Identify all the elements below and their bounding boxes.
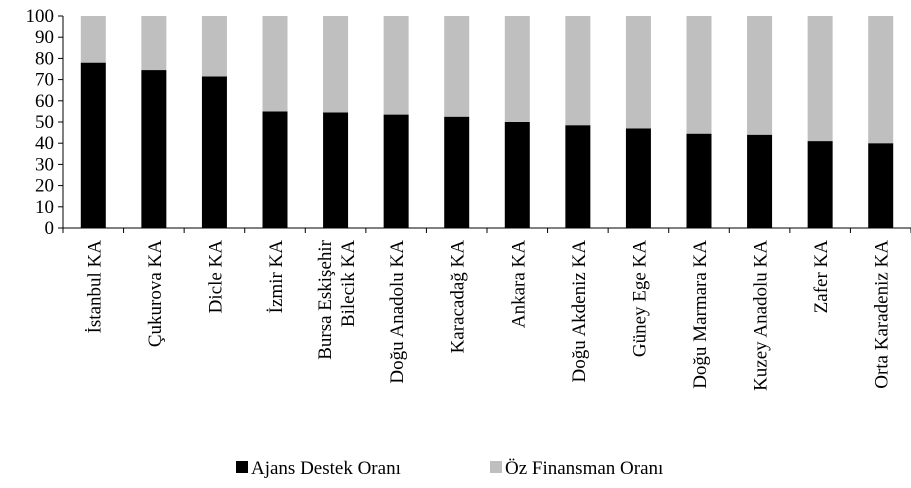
- x-tick-label-ankara-ka: Ankara KA: [508, 240, 529, 328]
- x-tick-label-line: Zafer KA: [811, 240, 832, 314]
- x-tick-label-line: Dicle KA: [205, 240, 226, 314]
- x-tick-label-line: Karacadağ KA: [448, 240, 469, 354]
- x-tick-label-karacada-ka: Karacadağ KA: [448, 240, 469, 354]
- x-tick-label-g-ney-ege-ka: Güney Ege KA: [629, 240, 650, 357]
- bar-segment-ajans-destek-8: [504, 122, 530, 228]
- x-tick-label-i-zmir-ka: İzmir KA: [266, 240, 287, 314]
- bar-segment-oz-finansman-11: [686, 16, 712, 134]
- x-tick-label-ukurova-ka: Çukurova KA: [145, 240, 166, 347]
- y-tick-label-100: 100: [26, 6, 55, 27]
- x-tick-label-line: Güney Ege KA: [629, 240, 650, 357]
- bar-segment-oz-finansman-10: [625, 16, 651, 129]
- y-tick-label-10: 10: [35, 197, 54, 218]
- legend-swatch-oz-finansman: [490, 461, 502, 473]
- bar-segment-oz-finansman-4: [262, 16, 288, 112]
- bar-segment-oz-finansman-12: [747, 16, 773, 135]
- y-tick-label-80: 80: [35, 48, 54, 69]
- bar-segment-ajans-destek-9: [565, 125, 591, 228]
- x-tick-label-line: Doğu Marmara KA: [690, 240, 711, 389]
- category-labels: İstanbul KA Çukurova KA Dicle KA İzmir KA Bu…: [84, 239, 892, 391]
- x-tick-label-i-stanbul-ka: İstanbul KA: [84, 240, 105, 334]
- bar-segment-ajans-destek-13: [807, 141, 833, 228]
- y-tick-label-70: 70: [35, 70, 54, 91]
- x-tick-label-line: Orta Karadeniz KA: [872, 240, 893, 389]
- y-tick-label-20: 20: [35, 176, 54, 197]
- x-tick-label-zafer-ka: Zafer KA: [811, 240, 832, 314]
- plot-area: [80, 16, 894, 228]
- bar-segment-oz-finansman-14: [868, 16, 894, 144]
- bar-segment-ajans-destek-7: [444, 116, 470, 228]
- bar-segment-oz-finansman-7: [444, 16, 470, 117]
- bar-segment-ajans-destek-2: [141, 70, 167, 228]
- bar-segment-oz-finansman-3: [201, 16, 227, 77]
- legend-item-ajans-destek: Ajans Destek Oranı: [236, 458, 401, 479]
- x-tick-label-line: Ankara KA: [508, 240, 529, 328]
- bar-segment-oz-finansman-13: [807, 16, 833, 142]
- y-tick-label-0: 0: [45, 218, 55, 239]
- bar-segment-oz-finansman-8: [504, 16, 530, 122]
- legend-label-ajans-destek: Ajans Destek Oranı: [251, 458, 401, 479]
- bar-segment-ajans-destek-4: [262, 111, 288, 228]
- bar-segment-ajans-destek-1: [80, 62, 106, 228]
- x-tick-label-dicle-ka: Dicle KA: [205, 240, 226, 314]
- x-tick-label-do-u-anadolu-ka: Doğu Anadolu KA: [387, 240, 408, 384]
- x-tick-label-bursa-eski-ehir-bilecik-ka: Bursa Eskişehir Bilecik KA: [315, 239, 359, 359]
- x-tick-label-line: Bilecik KA: [338, 240, 359, 327]
- y-tick-label-60: 60: [35, 91, 54, 112]
- x-tick-label-do-u-marmara-ka: Doğu Marmara KA: [690, 240, 711, 389]
- bar-segment-ajans-destek-5: [323, 112, 349, 228]
- x-tick-label-line: İzmir KA: [266, 240, 287, 314]
- legend-label-oz-finansman: Öz Finansman Oranı: [505, 458, 663, 479]
- y-tick-label-40: 40: [35, 133, 54, 154]
- bar-segment-oz-finansman-2: [141, 16, 167, 71]
- y-tick-label-30: 30: [35, 154, 54, 175]
- bar-segment-ajans-destek-6: [383, 114, 409, 228]
- legend: Ajans Destek Oranı Öz Finansman Oranı: [236, 458, 663, 479]
- bar-segment-oz-finansman-1: [80, 16, 106, 63]
- legend-item-oz-finansman: Öz Finansman Oranı: [490, 458, 663, 479]
- x-tick-label-orta-karadeniz-ka: Orta Karadeniz KA: [872, 240, 893, 389]
- bar-segment-oz-finansman-5: [323, 16, 349, 113]
- bar-segment-oz-finansman-9: [565, 16, 591, 126]
- bar-segment-ajans-destek-12: [747, 134, 773, 228]
- bar-segment-ajans-destek-3: [201, 76, 227, 228]
- x-tick-label-line: Bursa Eskişehir: [315, 239, 336, 359]
- bar-segment-ajans-destek-10: [625, 128, 651, 228]
- x-tick-label-kuzey-anadolu-ka: Kuzey Anadolu KA: [751, 240, 772, 391]
- x-tick-label-line: İstanbul KA: [84, 240, 105, 334]
- bar-segment-ajans-destek-11: [686, 133, 712, 228]
- x-tick-label-do-u-akdeniz-ka: Doğu Akdeniz KA: [569, 240, 590, 383]
- x-tick-label-line: Kuzey Anadolu KA: [751, 240, 772, 391]
- bar-segment-ajans-destek-14: [868, 143, 894, 228]
- bar-segment-oz-finansman-6: [383, 16, 409, 115]
- x-tick-label-line: Doğu Anadolu KA: [387, 240, 408, 384]
- x-tick-label-line: Çukurova KA: [145, 240, 166, 347]
- legend-swatch-ajans-destek: [236, 461, 248, 473]
- y-tick-label-50: 50: [35, 112, 54, 133]
- x-tick-label-line: Doğu Akdeniz KA: [569, 240, 590, 383]
- y-tick-label-90: 90: [35, 27, 54, 48]
